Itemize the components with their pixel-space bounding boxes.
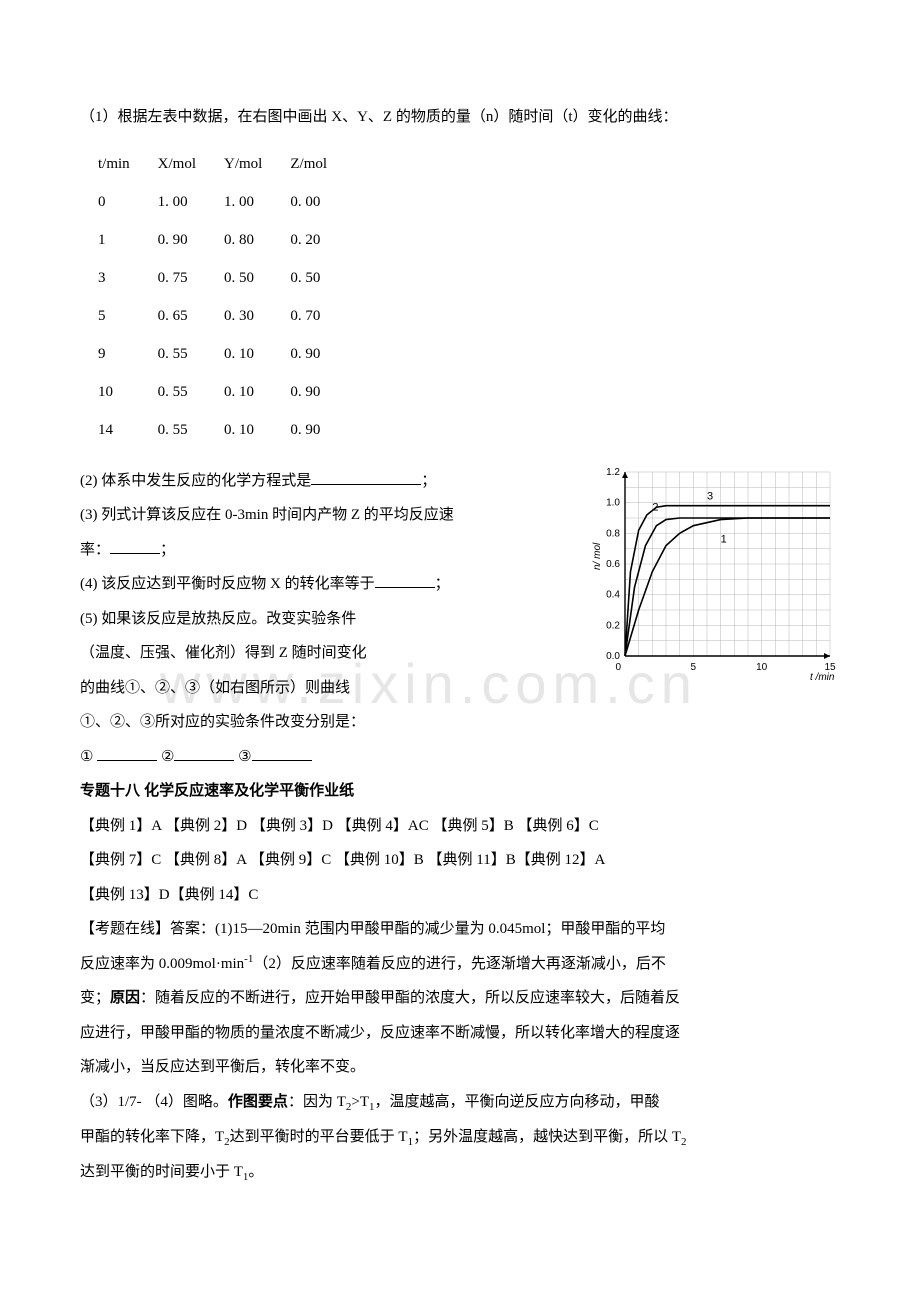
th-z: Z/mol [290,145,355,183]
table-row: 50. 650. 300. 70 [98,297,355,335]
svg-text:0.6: 0.6 [606,559,620,570]
svg-text:0: 0 [615,662,621,673]
table-row: 01. 001. 000. 00 [98,183,355,221]
blank [174,746,234,761]
table-row: 100. 550. 100. 90 [98,373,355,411]
q1-prompt: （1）根据左表中数据，在右图中画出 X、Y、Z 的物质的量（n）随时间（t）变化… [80,100,840,135]
svg-text:1.0: 1.0 [606,497,620,508]
table-row: 30. 750. 500. 50 [98,259,355,297]
table-row: 10. 900. 800. 20 [98,221,355,259]
th-t: t/min [98,145,158,183]
svg-text:t /min: t /min [810,672,835,683]
th-x: X/mol [158,145,224,183]
data-table: t/min X/mol Y/mol Z/mol 01. 001. 000. 00… [98,145,355,449]
blank [110,539,160,554]
section-title: 专题十八 化学反应速率及化学平衡作业纸 [80,774,840,809]
blank [97,746,157,761]
svg-text:0.2: 0.2 [606,620,620,631]
table-header-row: t/min X/mol Y/mol Z/mol [98,145,355,183]
table-row: 90. 550. 100. 90 [98,335,355,373]
q5d: ①、②、③所对应的实验条件改变分别是： [80,705,840,740]
exam-f: （3）1/7- （4）图略。作图要点：因为 T2>T1，温度越高，平衡向逆反应方… [80,1085,840,1120]
svg-text:2: 2 [652,501,658,513]
blank [375,574,435,589]
answers-2: 【典例 7】C 【典例 8】A 【典例 9】C 【典例 10】B 【典例 11】… [80,843,840,878]
exam-c: 变；原因：随着反应的不断进行，应开始甲酸甲酯的浓度大，所以反应速率较大，后随着反 [80,981,840,1016]
svg-text:n/ mol: n/ mol [592,541,603,569]
chart-svg: 0.00.20.40.60.81.01.2051015t /minn/ mol1… [590,464,840,684]
svg-text:1: 1 [721,533,727,545]
svg-text:0.8: 0.8 [606,528,620,539]
svg-text:1.2: 1.2 [606,467,620,478]
exam-e: 渐减小，当反应达到平衡后，转化率不变。 [80,1050,840,1085]
svg-text:0.0: 0.0 [606,651,620,662]
exam-g: 甲酯的转化率下降，T2达到平衡时的平台要低于 T1；另外温度越高，越快达到平衡，… [80,1120,840,1155]
svg-text:3: 3 [707,490,713,502]
svg-text:10: 10 [756,662,768,673]
blank [252,746,312,761]
chart-figure: 0.00.20.40.60.81.01.2051015t /minn/ mol1… [590,464,840,698]
exam-h: 达到平衡的时间要小于 T1。 [80,1155,840,1190]
table-row: 140. 550. 100. 90 [98,411,355,449]
exam-b: 反应速率为 0.009mol·min-1（2）反应速率随着反应的进行，先逐渐增大… [80,947,840,982]
answers-3: 【典例 13】D【典例 14】C [80,878,840,913]
svg-text:0.4: 0.4 [606,589,620,600]
th-y: Y/mol [224,145,290,183]
answers-1: 【典例 1】A 【典例 2】D 【典例 3】D 【典例 4】AC 【典例 5】B… [80,809,840,844]
exam-a: 【考题在线】答案：(1)15—20min 范围内甲酸甲酯的减少量为 0.045m… [80,912,840,947]
q5e: ① ② ③ [80,740,840,775]
svg-text:5: 5 [691,662,697,673]
blank [311,470,421,485]
exam-d: 应进行，甲酸甲酯的物质的量浓度不断减少，反应速率不断减慢，所以转化率增大的程度逐 [80,1016,840,1051]
